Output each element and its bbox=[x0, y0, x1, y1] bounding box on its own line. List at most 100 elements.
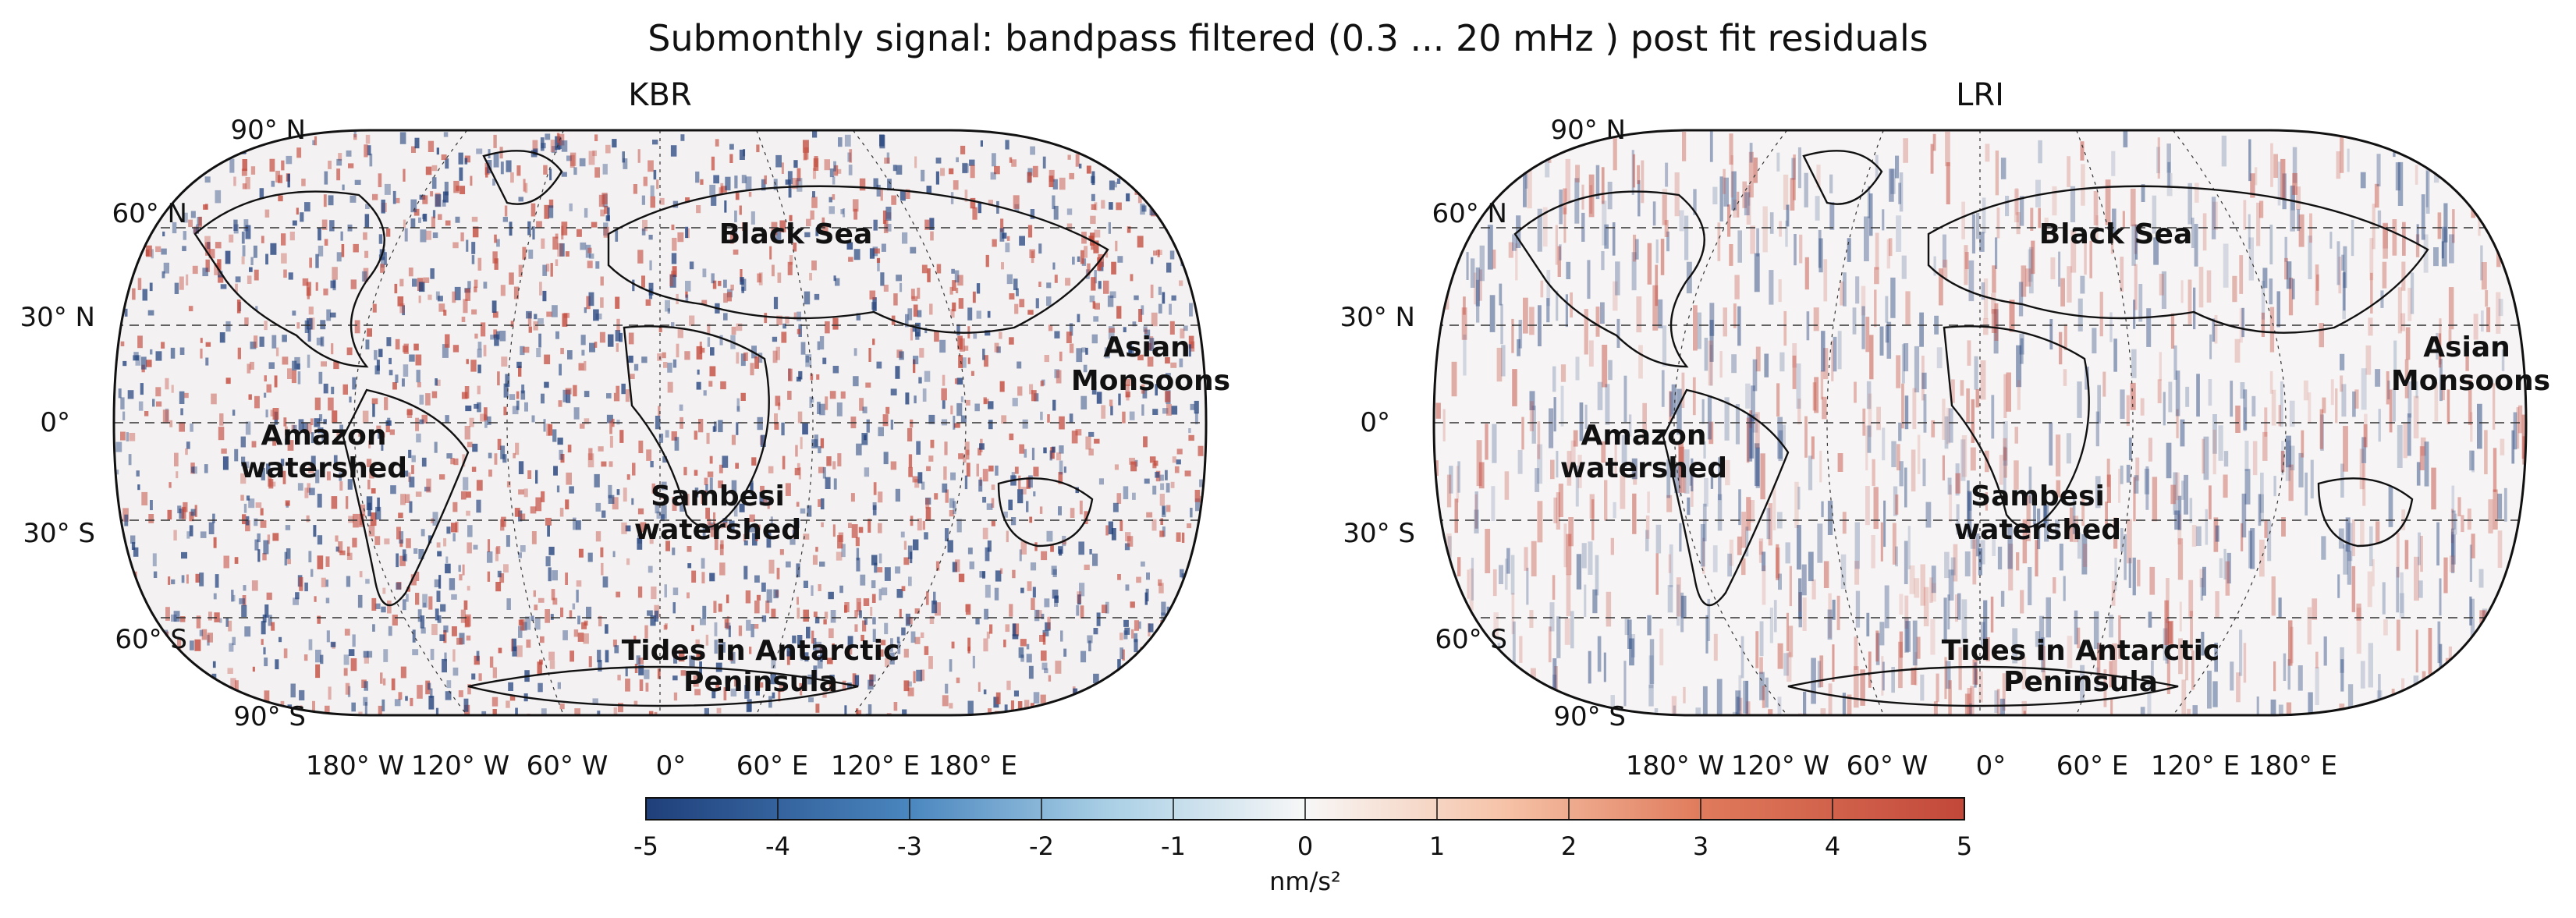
residual-cell bbox=[769, 246, 772, 260]
residual-cell bbox=[559, 243, 565, 257]
residual-cell bbox=[265, 253, 268, 265]
residual-cell bbox=[463, 299, 468, 314]
residual-cell bbox=[899, 282, 903, 292]
residual-cell bbox=[2452, 209, 2455, 243]
residual-cell bbox=[719, 464, 723, 473]
residual-cell bbox=[1885, 324, 1889, 343]
residual-cell bbox=[760, 434, 766, 447]
residual-cell bbox=[773, 589, 779, 599]
residual-cell bbox=[1798, 713, 1803, 715]
residual-cell bbox=[474, 403, 479, 409]
residual-cell bbox=[2486, 662, 2492, 696]
residual-cell bbox=[1199, 575, 1205, 586]
residual-cell bbox=[396, 526, 401, 540]
residual-cell bbox=[768, 530, 772, 539]
residual-cell bbox=[2038, 615, 2045, 661]
residual-cell bbox=[270, 243, 277, 255]
residual-cell bbox=[1035, 298, 1039, 309]
residual-cell bbox=[1764, 353, 1769, 377]
residual-cell bbox=[2340, 132, 2344, 173]
residual-cell bbox=[494, 334, 499, 346]
residual-cell bbox=[228, 620, 232, 632]
residual-cell bbox=[483, 282, 488, 289]
residual-cell bbox=[204, 464, 208, 473]
residual-cell bbox=[368, 440, 371, 448]
residual-cell bbox=[314, 136, 318, 146]
residual-cell bbox=[500, 285, 506, 296]
residual-cell bbox=[1130, 689, 1134, 704]
residual-cell bbox=[1141, 305, 1144, 315]
residual-cell bbox=[1552, 575, 1556, 600]
residual-cell bbox=[2038, 140, 2042, 164]
residual-cell bbox=[1746, 701, 1751, 715]
residual-cell bbox=[357, 594, 363, 608]
residual-cell bbox=[396, 197, 400, 204]
residual-cell bbox=[2285, 435, 2291, 468]
residual-cell bbox=[1019, 299, 1025, 307]
residual-cell bbox=[494, 258, 499, 270]
residual-cell bbox=[489, 656, 494, 668]
residual-cell bbox=[2420, 437, 2426, 456]
residual-cell bbox=[1575, 465, 1579, 507]
residual-cell bbox=[279, 636, 282, 643]
residual-cell bbox=[711, 156, 715, 171]
residual-cell bbox=[895, 366, 900, 379]
residual-cell bbox=[878, 588, 882, 601]
residual-cell bbox=[1968, 492, 1972, 511]
residual-cell bbox=[1942, 455, 1945, 480]
residual-cell bbox=[2514, 215, 2518, 261]
residual-cell bbox=[289, 232, 295, 241]
residual-cell bbox=[1709, 130, 1713, 162]
residual-cell bbox=[190, 466, 195, 473]
residual-cell bbox=[1920, 674, 1925, 701]
residual-cell bbox=[2118, 469, 2121, 503]
residual-cell bbox=[1861, 306, 1865, 349]
residual-cell bbox=[612, 640, 617, 647]
residual-cell bbox=[545, 556, 551, 567]
residual-cell bbox=[140, 383, 144, 395]
residual-cell bbox=[1555, 225, 1558, 265]
residual-cell bbox=[1778, 279, 1782, 303]
residual-cell bbox=[1127, 226, 1131, 233]
residual-cell bbox=[575, 520, 581, 530]
residual-cell bbox=[1185, 701, 1190, 712]
residual-cell bbox=[555, 331, 559, 339]
residual-cell bbox=[304, 202, 310, 212]
residual-cell bbox=[2443, 696, 2447, 715]
residual-cell bbox=[1975, 389, 1980, 408]
residual-cell bbox=[2137, 559, 2141, 587]
residual-cell bbox=[431, 216, 435, 229]
residual-cell bbox=[663, 362, 668, 368]
residual-cell bbox=[399, 132, 406, 144]
residual-cell bbox=[384, 397, 389, 410]
residual-cell bbox=[2428, 628, 2432, 675]
residual-cell bbox=[264, 657, 268, 667]
residual-cell bbox=[230, 678, 236, 691]
residual-cell bbox=[775, 154, 782, 168]
residual-cell bbox=[1109, 202, 1113, 210]
residual-cell bbox=[684, 351, 690, 360]
residual-cell bbox=[425, 166, 432, 175]
residual-cell bbox=[856, 313, 860, 321]
residual-cell bbox=[984, 608, 988, 620]
residual-cell bbox=[2282, 173, 2287, 210]
residual-cell bbox=[1724, 397, 1730, 441]
residual-cell bbox=[509, 222, 513, 236]
residual-cell bbox=[446, 453, 452, 459]
residual-cell bbox=[893, 702, 898, 711]
residual-cell bbox=[428, 696, 435, 710]
residual-cell bbox=[863, 650, 868, 659]
residual-cell bbox=[2337, 574, 2340, 598]
residual-cell bbox=[285, 438, 288, 445]
residual-cell bbox=[641, 195, 645, 205]
residual-cell bbox=[452, 502, 458, 512]
residual-cell bbox=[935, 171, 939, 185]
residual-cell bbox=[1831, 340, 1834, 381]
residual-cell bbox=[2177, 538, 2184, 580]
residual-cell bbox=[246, 495, 250, 501]
residual-cell bbox=[1447, 675, 1453, 715]
residual-cell bbox=[913, 671, 916, 683]
residual-cell bbox=[1176, 133, 1183, 139]
residual-cell bbox=[123, 714, 130, 715]
residual-cell bbox=[1750, 500, 1755, 523]
